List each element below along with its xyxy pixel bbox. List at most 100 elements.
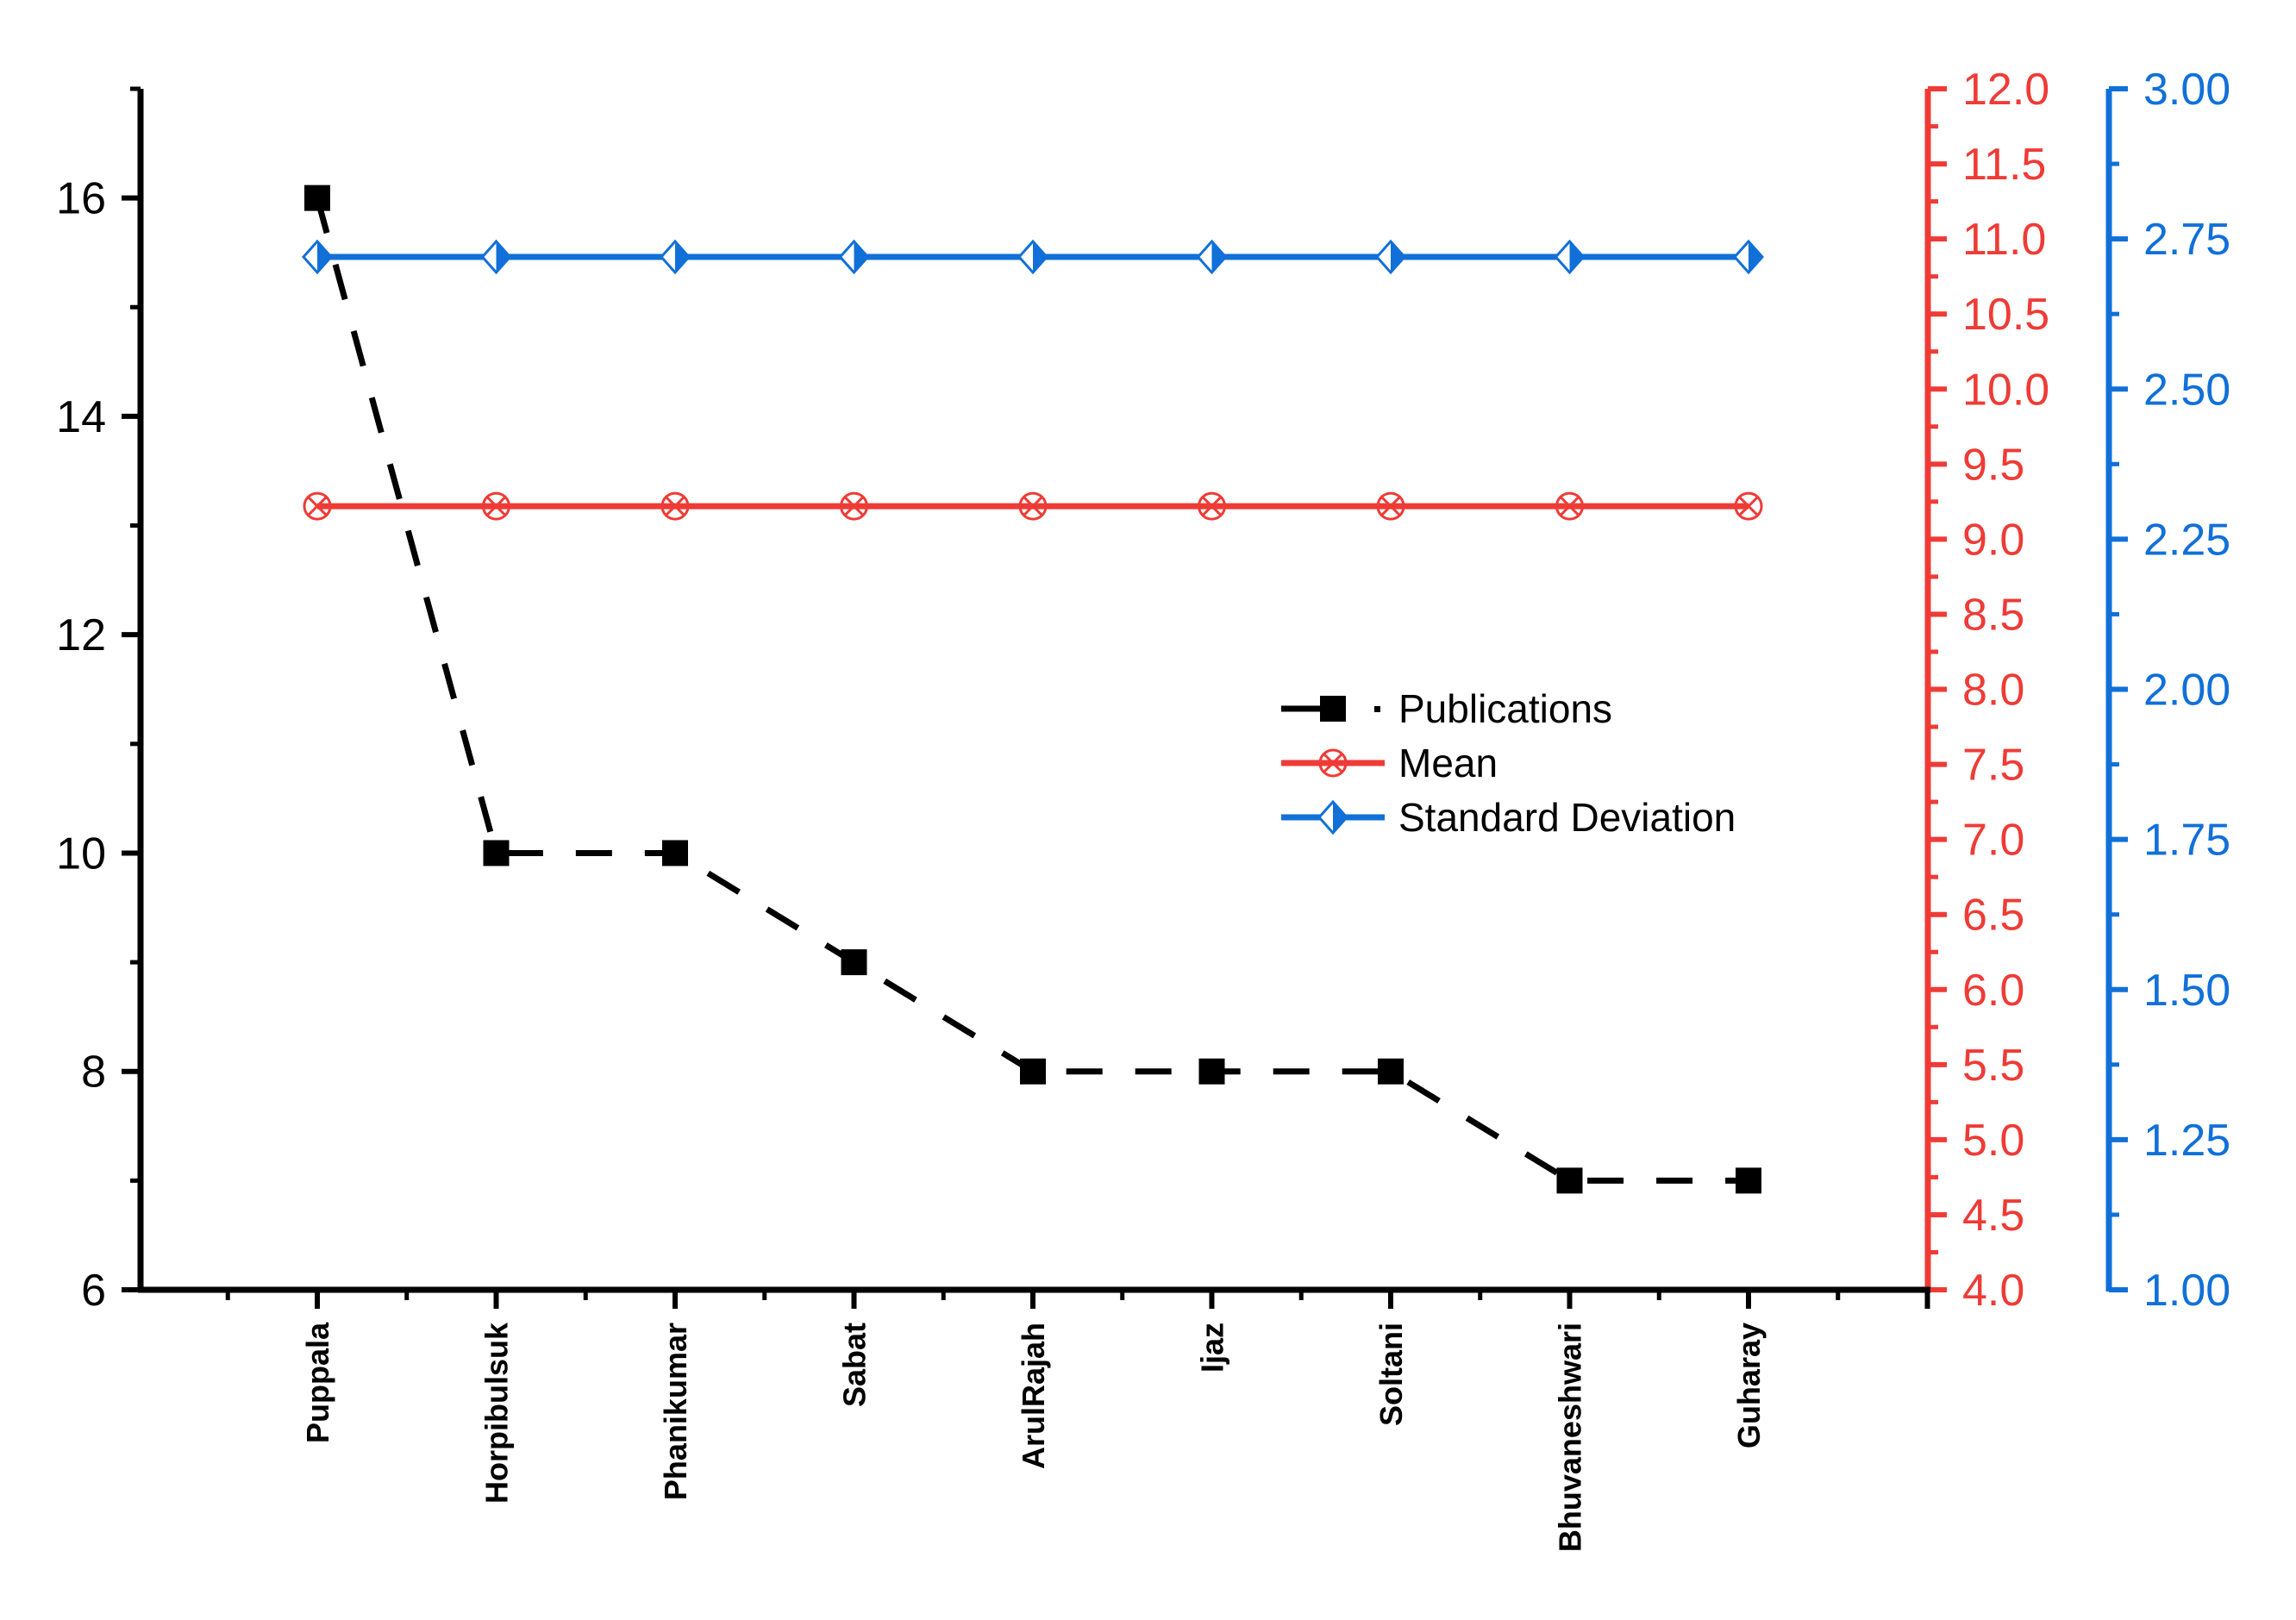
- marker-diamond-fill: [496, 241, 510, 273]
- data-point: [1374, 239, 1407, 275]
- legend-item: Publications: [1281, 686, 1612, 731]
- legend-swatch-dot: [1374, 706, 1380, 712]
- marker-diamond-fill: [854, 241, 868, 273]
- data-point: [303, 491, 332, 521]
- marker-diamond-fill: [675, 241, 689, 273]
- data-point: [838, 239, 870, 275]
- x-category-label: Soltani: [1373, 1323, 1409, 1426]
- x-category-label: Ijaz: [1195, 1323, 1230, 1373]
- series-mean: [303, 491, 1763, 521]
- data-point: [1020, 1058, 1046, 1085]
- std-axis-tick-label: 1.25: [2143, 1116, 2230, 1166]
- marker-diamond-fill: [1391, 241, 1405, 273]
- x-category-label: Phanikumar: [658, 1323, 693, 1500]
- data-point: [1555, 491, 1584, 521]
- mean-axis-tick-label: 11.5: [1962, 140, 2046, 190]
- mean-axis-tick-label: 4.5: [1962, 1191, 2024, 1241]
- marker-cross: [1738, 496, 1759, 516]
- x-category-label: Sabat: [837, 1323, 873, 1407]
- x-axis: Puppala Horpibulsuk Phanikumar Sabat ArulRaj…: [138, 1286, 1930, 1552]
- mean-axis-tick-label: 6.0: [1962, 966, 2024, 1016]
- marker-diamond-fill: [317, 241, 331, 273]
- data-point: [1378, 1058, 1404, 1085]
- mean-axis-tick-label: 8.0: [1962, 666, 2024, 716]
- marker-cross: [665, 496, 685, 516]
- data-point: [1556, 1167, 1583, 1194]
- x-category-label: Guharay: [1731, 1323, 1767, 1448]
- data-point: [1198, 491, 1226, 521]
- marker-circle: [1555, 491, 1584, 521]
- marker-diamond-fill: [1749, 241, 1762, 273]
- series-layer: [301, 185, 1765, 1194]
- marker-circle: [660, 491, 690, 521]
- mean-axis-tick-label: 8.5: [1962, 590, 2024, 640]
- std-axis-tick-label: 3.00: [2143, 65, 2230, 115]
- std-axis-tick-label: 1.50: [2143, 966, 2230, 1016]
- mean-axis-tick-label: 11.0: [1962, 215, 2046, 265]
- marker-cross: [1380, 496, 1401, 516]
- marker-cross: [485, 496, 507, 516]
- marker-circle: [1198, 491, 1226, 521]
- data-point: [841, 949, 867, 976]
- marker-circle: [1734, 491, 1763, 521]
- legend-marker: [1317, 799, 1349, 835]
- data-point: [1017, 239, 1049, 275]
- marker-circle: [840, 491, 868, 521]
- marker-diamond-fill: [1211, 241, 1226, 273]
- mean-axis-tick-label: 7.0: [1962, 816, 2024, 866]
- mean-axis-tick-label: 12.0: [1962, 65, 2049, 115]
- data-point: [1376, 491, 1405, 521]
- std-axis-tick-label: 1.00: [2143, 1266, 2230, 1316]
- data-point: [1736, 1167, 1761, 1194]
- std-axis-tick-label: 2.75: [2143, 215, 2230, 265]
- marker-diamond-fill: [1569, 241, 1584, 273]
- data-point: [840, 491, 868, 521]
- data-point: [659, 239, 691, 275]
- marker-circle: [1376, 491, 1405, 521]
- marker-cross: [843, 496, 865, 516]
- left-axis-tick-label: 14: [56, 392, 106, 442]
- x-category-label: Horpibulsuk: [479, 1322, 515, 1504]
- series-standard-deviation: [301, 239, 1765, 275]
- legend: Publications Mean Standard Deviation: [1281, 686, 1736, 840]
- marker-circle: [482, 491, 510, 521]
- mean-axis-tick-label: 5.0: [1962, 1116, 2024, 1166]
- std-axis-tick-label: 2.25: [2143, 515, 2230, 565]
- marker-cross: [1023, 496, 1043, 516]
- mean-axis-tick-label: 4.0: [1962, 1266, 2024, 1316]
- std-axis-tick-label: 2.00: [2143, 666, 2230, 716]
- data-point: [1554, 239, 1586, 275]
- left-axis-tick-label: 16: [56, 174, 106, 224]
- data-point: [1734, 491, 1763, 521]
- marker-diamond-fill: [1333, 802, 1347, 833]
- marker-cross: [1323, 753, 1343, 773]
- mean-axis-tick-label: 5.5: [1962, 1041, 2024, 1091]
- mean-axis-tick-label: 10.0: [1962, 365, 2049, 415]
- data-point: [483, 840, 510, 866]
- data-point: [482, 491, 510, 521]
- data-point: [662, 840, 688, 866]
- data-point: [304, 185, 330, 211]
- left-axis-tick-label: 6: [81, 1266, 106, 1316]
- x-category-label: Bhuvaneshwari: [1553, 1323, 1588, 1552]
- std-axis-tick-label: 2.50: [2143, 365, 2230, 415]
- data-point: [1196, 239, 1228, 275]
- legend-marker: [1320, 696, 1346, 722]
- legend-label: Mean: [1398, 741, 1498, 785]
- marker-circle: [303, 491, 332, 521]
- data-point: [1018, 491, 1048, 521]
- marker-diamond-fill: [1033, 241, 1047, 273]
- left-axis-tick-label: 8: [81, 1048, 106, 1098]
- data-point: [1198, 1058, 1225, 1085]
- x-category-label: Puppala: [300, 1322, 335, 1443]
- mean-axis-tick-label: 9.0: [1962, 515, 2024, 565]
- legend-label: Standard Deviation: [1398, 795, 1736, 840]
- mean-y-axis: 4.0 4.5 5.0 5.5 6.0 6.5 7.0 7.5 8.0 8.5 9.0 9.5 10.0…: [1924, 65, 2049, 1316]
- mean-axis-tick-label: 6.5: [1962, 891, 2024, 941]
- mean-axis-tick-label: 10.5: [1962, 290, 2049, 340]
- std-axis-tick-label: 1.75: [2143, 816, 2230, 866]
- data-point: [301, 239, 334, 275]
- data-point: [1732, 239, 1765, 275]
- marker-circle: [1318, 748, 1348, 778]
